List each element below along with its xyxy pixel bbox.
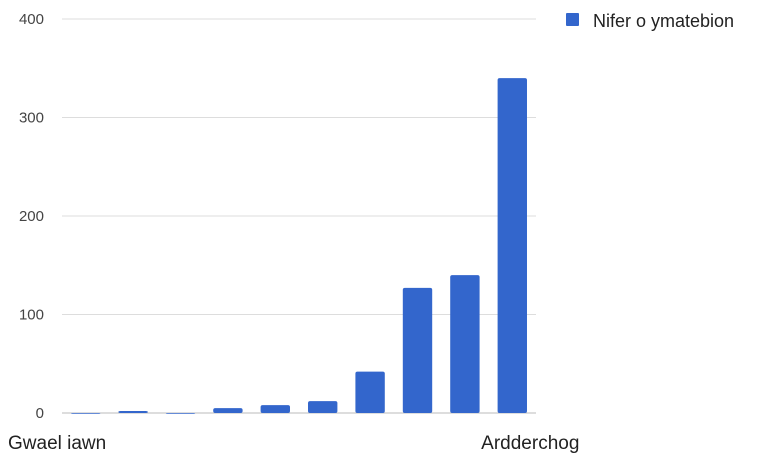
y-tick-label: 300: [19, 110, 44, 127]
legend: Nifer o ymatebion: [566, 11, 734, 31]
x-tick-label: Ardderchog: [481, 433, 579, 454]
y-tick-label: 100: [19, 307, 44, 324]
bar: [165, 413, 196, 414]
bar: [355, 371, 385, 413]
bar: [308, 401, 338, 413]
y-tick-label: 400: [19, 11, 44, 28]
legend-swatch: [566, 13, 579, 26]
bar: [497, 78, 527, 413]
bar: [213, 408, 243, 413]
bar: [450, 275, 480, 413]
legend-label: Nifer o ymatebion: [593, 11, 734, 31]
bar: [71, 413, 101, 414]
x-tick-label: Gwael iawn: [8, 433, 106, 454]
x-axis-labels: Gwael iawn Ardderchog: [8, 433, 579, 454]
y-axis-ticks: 0 100 200 300 400: [19, 11, 44, 422]
y-tick-label: 200: [19, 208, 44, 225]
bar: [260, 405, 290, 413]
y-tick-label: 0: [36, 405, 44, 422]
bar: [118, 411, 148, 413]
bar: [402, 287, 433, 413]
bars: [71, 78, 527, 414]
